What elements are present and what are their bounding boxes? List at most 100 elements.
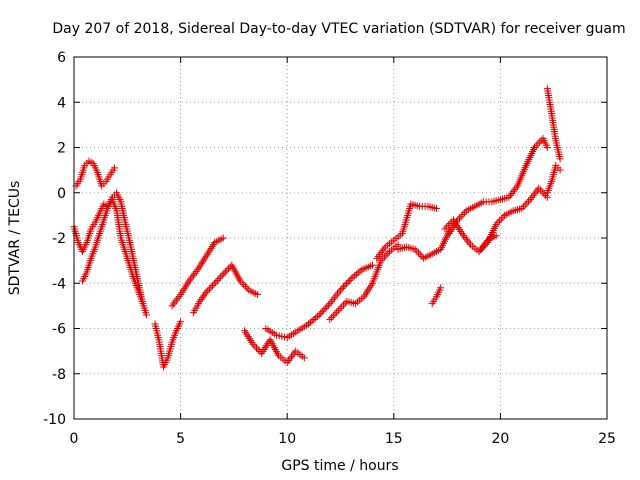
data-point — [300, 354, 308, 362]
data-point-fill — [536, 186, 544, 194]
data-point — [518, 205, 526, 213]
data-point-fill — [200, 292, 208, 300]
data-point-fill — [240, 281, 248, 289]
data-point — [177, 318, 185, 326]
data-point-fill — [379, 255, 387, 263]
data-point-fill — [497, 215, 505, 223]
data-point-fill — [351, 272, 359, 280]
data-point-fill — [344, 278, 352, 286]
y-tick-label: -4 — [52, 276, 66, 292]
data-point-fill — [382, 251, 390, 259]
chart-title: Day 207 of 2018, Sidereal Day-to-day VTE… — [52, 21, 625, 37]
data-point-fill — [482, 240, 490, 248]
data-point-fill — [220, 270, 228, 278]
data-point — [411, 245, 419, 253]
data-point-fill — [532, 142, 540, 150]
y-axis-label: SDTVAR / TECUs — [7, 181, 23, 296]
data-point — [202, 288, 210, 296]
data-point — [111, 164, 119, 172]
data-point-fill — [477, 246, 485, 254]
data-point-fill — [317, 309, 325, 317]
x-axis-label: GPS time / hours — [281, 458, 398, 474]
data-point — [432, 205, 440, 213]
data-point-fill — [457, 212, 465, 220]
data-point-fill — [217, 273, 225, 281]
data-point-fill — [349, 273, 357, 281]
data-point-fill — [201, 290, 209, 298]
data-point-fill — [213, 276, 221, 284]
data-point-fill — [210, 280, 218, 288]
data-point — [437, 284, 445, 292]
data-point-fill — [380, 253, 388, 261]
data-point — [454, 216, 462, 224]
data-point — [347, 275, 355, 283]
data-point — [315, 311, 323, 319]
data-point — [368, 261, 376, 269]
data-point-fill — [443, 223, 451, 231]
data-point-fill — [321, 304, 329, 312]
data-point — [236, 277, 244, 285]
data-point-fill — [197, 296, 205, 304]
x-tick-label: 0 — [70, 431, 79, 447]
data-point-fill — [341, 281, 349, 289]
data-point — [142, 311, 150, 319]
data-point-fill — [384, 249, 392, 257]
data-point-fill — [341, 299, 349, 307]
data-point-fill — [318, 308, 326, 316]
data-point — [221, 268, 229, 276]
data-point-fill — [323, 303, 331, 311]
data-point-fill — [461, 209, 469, 217]
data-point-fill — [521, 201, 529, 209]
data-point-fill — [519, 203, 527, 211]
data-point-fill — [336, 305, 344, 313]
data-point — [249, 340, 257, 348]
data-point-fill — [356, 267, 364, 275]
y-tick-label: -6 — [52, 322, 66, 338]
data-point-fill — [499, 213, 507, 221]
data-point-fill — [310, 315, 318, 323]
data-point-fill — [207, 283, 215, 291]
data-point-fill — [540, 190, 548, 198]
y-tick-label: 0 — [57, 186, 66, 202]
data-point-fill — [241, 282, 249, 290]
data-point-fill — [494, 219, 502, 227]
y-tick-label: 4 — [57, 95, 66, 111]
data-point-fill — [416, 251, 424, 259]
data-point-fill — [496, 217, 504, 225]
data-point — [196, 297, 204, 305]
data-point-fill — [331, 310, 339, 318]
data-point-fill — [354, 269, 362, 277]
data-point-fill — [329, 312, 337, 320]
data-point-fill — [340, 283, 348, 291]
data-point-fill — [415, 249, 423, 257]
data-point-fill — [212, 278, 220, 286]
data-point-fill — [523, 199, 531, 207]
data-point-fill — [223, 266, 231, 274]
data-point — [326, 315, 334, 323]
data-point-fill — [413, 247, 421, 255]
data-point — [475, 248, 483, 256]
data-point — [441, 225, 449, 233]
data-point-fill — [536, 138, 544, 146]
data-point — [219, 234, 227, 242]
data-point-fill — [320, 306, 328, 314]
data-point — [305, 320, 313, 328]
grid-lines — [74, 57, 607, 419]
y-tick-label: 2 — [57, 141, 66, 157]
data-point-fill — [418, 253, 426, 261]
data-point-fill — [459, 210, 467, 218]
data-point — [209, 282, 217, 290]
data-point-fill — [338, 303, 346, 311]
data-point-fill — [455, 214, 463, 222]
data-point — [377, 257, 385, 265]
data-point — [556, 166, 564, 174]
data-point-fill — [478, 244, 486, 252]
data-point-fill — [352, 270, 360, 278]
data-point — [253, 291, 261, 299]
data-point — [492, 220, 500, 228]
y-tick-label: 6 — [57, 50, 66, 66]
data-point-fill — [308, 317, 316, 325]
data-point-fill — [225, 265, 233, 273]
plot-frame — [73, 56, 608, 420]
